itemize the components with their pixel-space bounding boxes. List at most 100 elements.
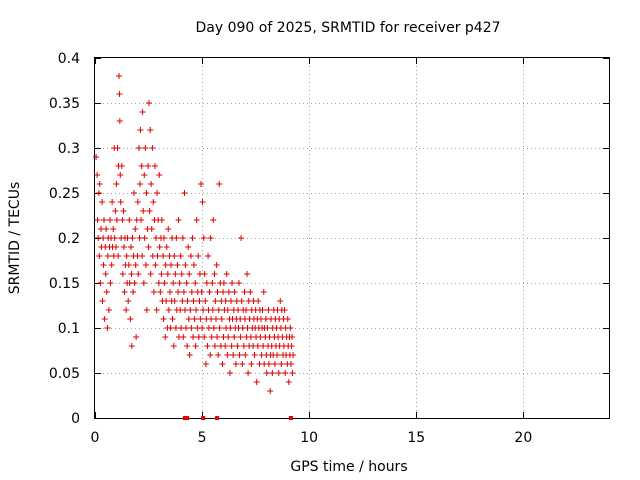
- data-point: [211, 271, 218, 277]
- data-point: [117, 172, 124, 178]
- data-point: [165, 307, 172, 313]
- data-point: [103, 226, 110, 232]
- data-point: [112, 208, 119, 214]
- data-point: [260, 289, 267, 295]
- data-point: [238, 235, 245, 241]
- data-point: [193, 307, 200, 313]
- data-point: [245, 370, 252, 376]
- data-point: [259, 307, 266, 313]
- data-point: [192, 280, 199, 286]
- x-axis-label: GPS time / hours: [290, 459, 407, 475]
- data-point: [287, 325, 294, 331]
- data-point: [220, 289, 227, 295]
- data-point: [235, 280, 242, 286]
- data-point: [138, 163, 145, 169]
- data-point: [110, 226, 117, 232]
- data-point: [172, 271, 179, 277]
- data-point: [242, 307, 249, 313]
- data-point: [99, 298, 106, 304]
- data-point: [201, 271, 208, 277]
- data-point: [158, 217, 165, 223]
- data-point: [203, 280, 210, 286]
- data-point: [288, 343, 295, 349]
- data-point: [99, 199, 106, 205]
- data-point: [109, 199, 116, 205]
- data-point: [175, 289, 182, 295]
- data-point: [97, 226, 104, 232]
- data-point: [141, 235, 148, 241]
- y-tick-label: 0.4: [58, 51, 80, 67]
- data-point: [211, 343, 218, 349]
- data-point: [216, 181, 223, 187]
- data-point: [143, 307, 150, 313]
- data-point: [216, 325, 223, 331]
- data-point: [224, 307, 231, 313]
- data-point: [284, 316, 291, 322]
- data-point: [192, 343, 199, 349]
- data-point: [285, 379, 292, 385]
- data-point: [168, 262, 175, 268]
- data-point: [232, 361, 239, 367]
- y-tick-label: 0.05: [49, 366, 80, 382]
- data-point: [231, 289, 238, 295]
- data-point: [128, 343, 135, 349]
- data-point: [171, 253, 178, 259]
- data-point: [231, 334, 238, 340]
- data-point: [265, 361, 272, 367]
- data-point: [229, 280, 236, 286]
- data-point: [96, 253, 103, 259]
- y-tick-label: 0.3: [58, 141, 80, 157]
- data-point: [135, 271, 142, 277]
- data-point: [189, 235, 196, 241]
- data-point: [202, 298, 209, 304]
- data-point: [195, 334, 202, 340]
- data-point: [177, 253, 184, 259]
- data-point: [181, 307, 188, 313]
- data-point: [145, 100, 152, 106]
- data-point: [103, 289, 110, 295]
- data-point: [180, 334, 187, 340]
- data-point: [136, 235, 143, 241]
- y-axis-label: SRMTID / TECUs: [7, 182, 23, 295]
- data-point: [190, 298, 197, 304]
- data-point: [186, 352, 193, 358]
- data-point: [145, 163, 152, 169]
- y-tick-label: 0.25: [49, 186, 80, 202]
- data-point: [210, 325, 217, 331]
- data-point: [271, 361, 278, 367]
- data-point: [154, 253, 161, 259]
- data-point: [174, 262, 181, 268]
- data-point: [244, 271, 251, 277]
- data-point: [119, 271, 126, 277]
- x-tick-label: 10: [300, 430, 318, 446]
- data-point: [139, 253, 146, 259]
- data-point: [127, 244, 134, 250]
- x-tick-label: 20: [514, 430, 532, 446]
- data-point: [167, 325, 174, 331]
- data-point: [239, 361, 246, 367]
- tick-labels: 0 0.05 0.1 0.15 0.2 0.25 0.3 0.35 0.4 0 5 10 15 20: [49, 51, 532, 446]
- data-point: [96, 181, 103, 187]
- data-point: [106, 217, 113, 223]
- data-point: [117, 199, 124, 205]
- data-point: [160, 253, 167, 259]
- data-point: [169, 316, 176, 322]
- data-point: [175, 217, 182, 223]
- data-point: [187, 253, 194, 259]
- data-point: [97, 280, 104, 286]
- data-point: [160, 235, 167, 241]
- y-tick-label: 0.2: [58, 231, 80, 247]
- data-point: [214, 289, 221, 295]
- data-point: [158, 271, 165, 277]
- data-point: [104, 325, 111, 331]
- data-point: [188, 325, 195, 331]
- data-point: [162, 262, 169, 268]
- data-point: [253, 379, 260, 385]
- data-point: [125, 298, 132, 304]
- data-point: [226, 370, 233, 376]
- data-point: [185, 316, 192, 322]
- data-point: [205, 253, 212, 259]
- data-point: [146, 208, 153, 214]
- data-point: [199, 199, 206, 205]
